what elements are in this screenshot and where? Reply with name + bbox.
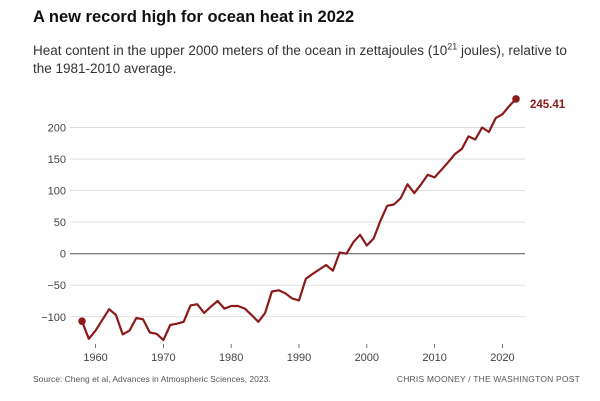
y-tick-label: 50 [54, 217, 66, 229]
credit-line: Chris Mooney / The Washington Post [396, 374, 580, 384]
first-data-point [78, 317, 86, 325]
x-tick-label: 1990 [287, 352, 311, 364]
y-tick-label: −50 [47, 280, 66, 292]
x-tick-label: 1960 [83, 352, 107, 364]
ocean-heat-series-line [80, 97, 518, 342]
subtitle-text-start: Heat content in the upper 2000 meters of… [33, 43, 448, 58]
subtitle-text-end: joules), relative to the 1981-2010 avera… [33, 43, 567, 76]
x-tick-label: 2020 [490, 352, 514, 364]
y-tick-label: 200 [48, 123, 66, 135]
chart-title: A new record high for ocean heat in 2022 [33, 8, 355, 26]
y-tick-label: 0 [60, 249, 66, 261]
y-axis-tick-labels: −100 −50 0 50 100 150 200 [41, 123, 66, 324]
source-note: Source: Cheng et al, Advances in Atmosph… [33, 374, 271, 384]
x-tick-label: 1980 [219, 352, 243, 364]
x-axis-ticks: 1960 1970 1980 1990 2000 2010 2020 [83, 344, 515, 364]
subtitle-exponent: 21 [447, 41, 458, 52]
ocean-heat-line-chart: −100 −50 0 50 100 150 200 1960 1970 1980 1990 2000… [41, 95, 566, 364]
y-tick-label: 150 [48, 154, 66, 166]
x-tick-label: 1970 [151, 352, 175, 364]
chart-subtitle: Heat content in the upper 2000 meters of… [33, 42, 573, 78]
last-value-label: 245.41 [530, 99, 566, 111]
y-gridlines [70, 127, 525, 318]
x-tick-label: 2010 [422, 352, 446, 364]
last-data-point [512, 95, 520, 103]
x-tick-label: 2000 [355, 352, 379, 364]
y-tick-label: −100 [41, 312, 66, 324]
y-tick-label: 100 [48, 186, 66, 198]
